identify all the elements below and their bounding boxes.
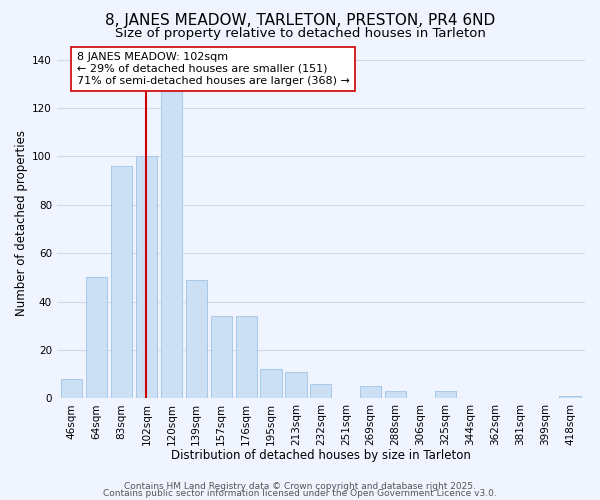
Text: Size of property relative to detached houses in Tarleton: Size of property relative to detached ho… [115,28,485,40]
Text: 8 JANES MEADOW: 102sqm
← 29% of detached houses are smaller (151)
71% of semi-de: 8 JANES MEADOW: 102sqm ← 29% of detached… [77,52,350,86]
Bar [111,166,132,398]
Text: Contains public sector information licensed under the Open Government Licence v3: Contains public sector information licen… [103,489,497,498]
Bar [360,386,382,398]
Bar [559,396,581,398]
Text: Contains HM Land Registry data © Crown copyright and database right 2025.: Contains HM Land Registry data © Crown c… [124,482,476,491]
Bar [186,280,207,398]
Y-axis label: Number of detached properties: Number of detached properties [15,130,28,316]
Bar [260,370,281,398]
Bar [61,379,82,398]
Bar [161,74,182,398]
Bar [435,391,456,398]
Bar [286,372,307,398]
Bar [136,156,157,398]
X-axis label: Distribution of detached houses by size in Tarleton: Distribution of detached houses by size … [171,450,471,462]
Bar [310,384,331,398]
Text: 8, JANES MEADOW, TARLETON, PRESTON, PR4 6ND: 8, JANES MEADOW, TARLETON, PRESTON, PR4 … [105,12,495,28]
Bar [236,316,257,398]
Bar [86,278,107,398]
Bar [211,316,232,398]
Bar [385,391,406,398]
